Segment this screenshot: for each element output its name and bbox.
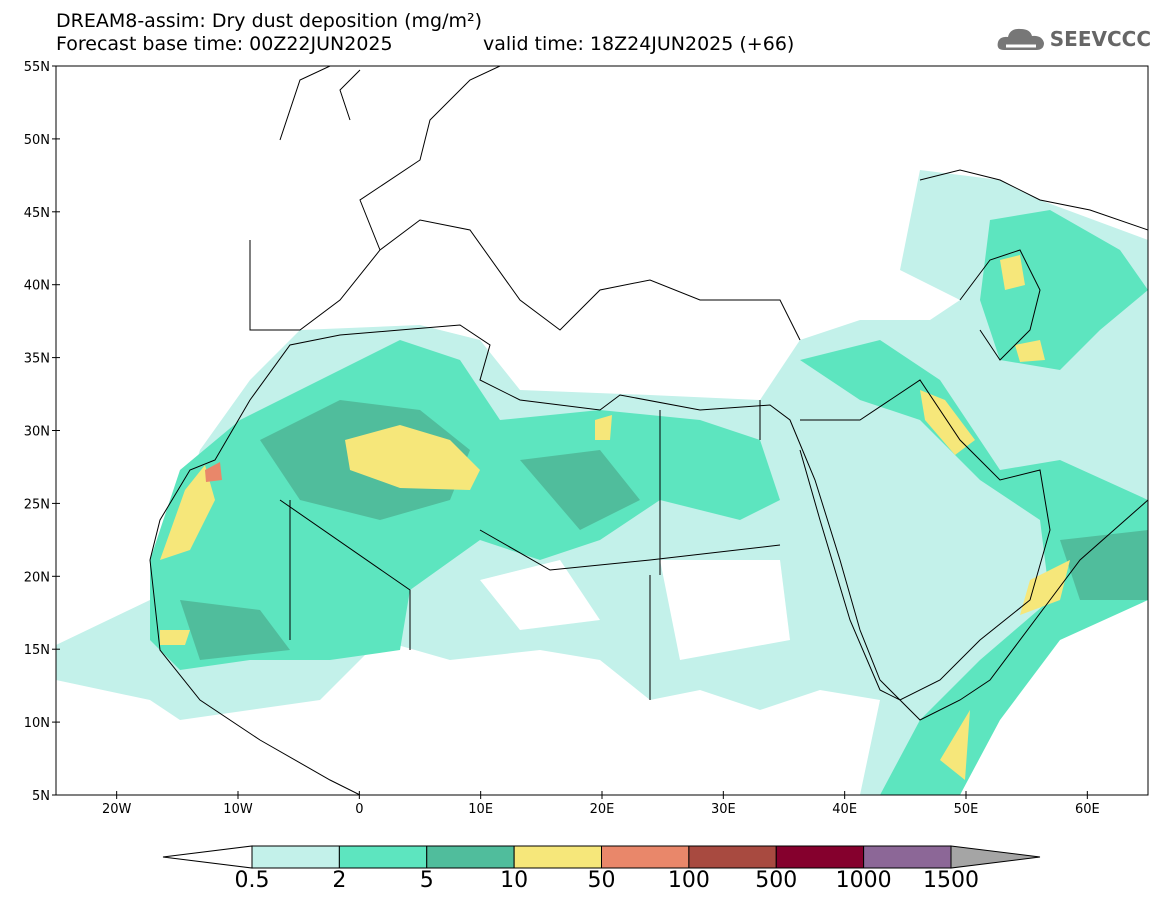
coastlines — [149, 66, 1148, 795]
lat-label: 10N — [24, 716, 50, 731]
lon-label: 10E — [468, 802, 493, 817]
colorbar-label: 1500 — [923, 868, 979, 893]
lon-label: 40E — [832, 802, 857, 817]
lon-label: 30E — [711, 802, 736, 817]
lon-label: 60E — [1075, 802, 1100, 817]
colorbar-swatch — [688, 845, 777, 869]
colorbar-swatch — [251, 845, 340, 869]
lon-label: 20E — [590, 802, 615, 817]
lat-label: 50N — [24, 133, 50, 148]
cloud-icon — [997, 28, 1044, 50]
lon-label: 0 — [355, 802, 363, 817]
colorbar — [162, 845, 1041, 869]
colorbar-label: 50 — [587, 868, 616, 893]
colorbar-label: 2 — [332, 868, 347, 893]
lon-label: 50E — [954, 802, 979, 817]
dust-level-50 — [205, 462, 222, 482]
logo-text: SEEVCCC — [1049, 27, 1151, 51]
colorbar-label: 5 — [419, 868, 434, 893]
lat-label: 20N — [24, 570, 50, 585]
axis-ticks: 55N 50N 45N 40N 35N 30N 25N 20N 15N 10N 5N 20W 10W 0 1… — [24, 60, 1100, 817]
lon-label: 10W — [223, 802, 253, 817]
lon-label: 20W — [102, 802, 132, 817]
colorbar-label: 0.5 — [234, 868, 270, 893]
seevccc-logo: SEEVCCC — [996, 26, 1151, 52]
dust-level-2 — [150, 210, 1148, 795]
colorbar-under-arrow — [162, 845, 253, 869]
lat-label: 55N — [24, 60, 50, 75]
lat-label: 40N — [24, 279, 50, 294]
colorbar-swatch — [601, 845, 690, 869]
colorbar-label: 1000 — [835, 868, 892, 893]
map-title: DREAM8-assim: Dry dust deposition (mg/m²… — [56, 10, 483, 32]
colorbar-swatch — [338, 845, 428, 869]
colorbar-swatch — [426, 845, 515, 869]
valid-time: valid time: 18Z24JUN2025 (+66) — [483, 33, 795, 55]
lat-label: 25N — [24, 497, 50, 512]
colorbar-label: 500 — [755, 868, 798, 893]
forecast-base-time: Forecast base time: 00Z22JUN2025 — [56, 33, 393, 55]
lat-label: 30N — [24, 425, 50, 440]
dust-fields — [56, 170, 1148, 795]
lat-label: 5N — [32, 789, 50, 804]
colorbar-swatch — [513, 845, 602, 869]
lat-label: 15N — [24, 643, 50, 658]
colorbar-label: 100 — [667, 868, 710, 893]
colorbar-label: 10 — [500, 868, 529, 893]
colorbar-swatch — [863, 845, 952, 869]
lat-label: 45N — [24, 206, 50, 221]
lat-label: 35N — [24, 352, 50, 367]
colorbar-swatch — [775, 845, 865, 869]
colorbar-over-arrow — [950, 845, 1041, 869]
